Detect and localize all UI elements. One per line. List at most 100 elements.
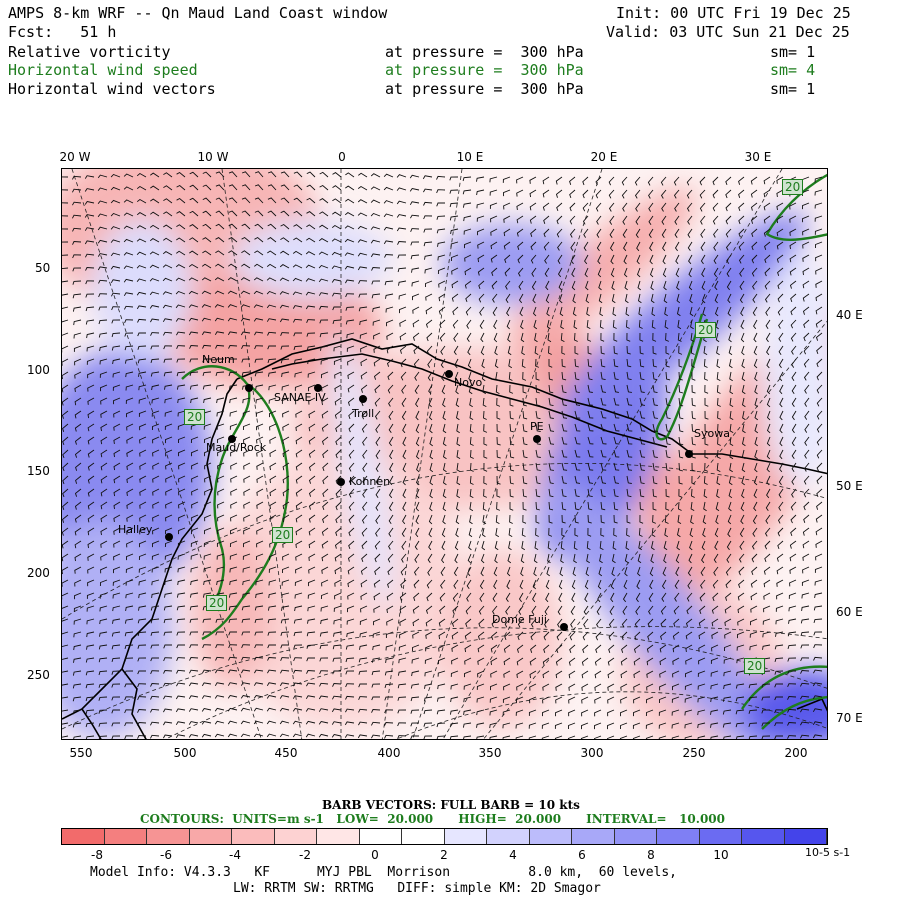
wind-barb [163, 734, 173, 739]
wind-barb [531, 280, 537, 291]
wind-barb [489, 189, 498, 196]
wind-barb [761, 696, 771, 701]
wind-barb [371, 709, 381, 713]
wind-barb [697, 735, 706, 739]
wind-barb [587, 514, 592, 524]
wind-barb [165, 449, 173, 457]
wind-barb [725, 176, 732, 186]
wind-barb [639, 436, 646, 445]
wind-barb [814, 592, 823, 598]
wind-barb [611, 280, 615, 291]
wind-barb [396, 227, 407, 232]
wind-barb [652, 462, 658, 472]
left-axis-tick: 100 [27, 363, 50, 377]
wind-barb [727, 293, 732, 304]
wind-barb [465, 605, 472, 615]
wind-barb [776, 176, 784, 184]
wind-barb [724, 631, 732, 639]
wind-barb [201, 733, 212, 738]
wind-barb [674, 241, 680, 252]
wind-barb [138, 579, 147, 586]
wind-barb [802, 566, 810, 574]
wind-barb [73, 657, 82, 663]
wind-barb [334, 397, 342, 406]
wind-barb [648, 605, 654, 615]
wind-barb [375, 423, 381, 433]
wind-barb [320, 618, 329, 625]
wind-barb [241, 250, 251, 256]
wind-barb [111, 292, 121, 297]
wind-barb [664, 319, 669, 329]
vorticity-map[interactable]: Neum SANAE IV Troll Novo PE Syowa Kohnen… [61, 168, 828, 740]
wind-barb [163, 371, 173, 377]
wind-barb [530, 228, 537, 237]
wind-barb [813, 656, 823, 661]
wind-barb [203, 423, 212, 430]
wind-barb [677, 319, 682, 330]
wind-barb [62, 579, 69, 587]
wind-barb [815, 280, 823, 288]
wind-barb [496, 449, 501, 459]
wind-barb [254, 605, 264, 611]
wind-barb [625, 306, 630, 317]
wind-barb [522, 384, 527, 394]
wind-barb [712, 215, 719, 225]
wind-barb [613, 527, 618, 537]
wind-barb [791, 371, 797, 381]
wind-barb [465, 293, 472, 303]
wind-barb [62, 683, 69, 686]
wind-barb [599, 306, 604, 317]
wind-barb [517, 631, 524, 641]
wind-barb [698, 657, 706, 665]
wind-barb [112, 618, 121, 624]
wind-barb [374, 397, 381, 407]
wind-barb [428, 384, 433, 395]
wind-barb [335, 436, 342, 446]
wind-barb [690, 332, 695, 342]
wind-barb [176, 618, 186, 624]
wind-barb [269, 423, 277, 431]
wind-barb [308, 410, 316, 419]
wind-barb [505, 605, 511, 615]
wind-barb [803, 332, 810, 342]
wind-barb [652, 423, 658, 432]
wind-barb [307, 605, 316, 612]
wind-barb [335, 423, 342, 432]
wind-barb [190, 566, 199, 573]
wind-barb [230, 475, 238, 483]
wind-barb [294, 371, 303, 378]
wind-barb [556, 644, 563, 654]
wind-barb [228, 236, 238, 243]
wind-barb [462, 202, 472, 208]
wind-barb [383, 186, 394, 191]
wind-barb [189, 657, 199, 661]
wind-barb [322, 501, 329, 511]
wind-barb [415, 397, 420, 408]
wind-barb [267, 210, 277, 217]
wind-barb [137, 657, 147, 662]
wind-barb [583, 241, 589, 251]
wind-barb [124, 358, 134, 364]
wind-barb [560, 553, 564, 564]
wind-barb [613, 345, 618, 355]
wind-barb [293, 197, 303, 204]
wind-barb [671, 696, 680, 703]
wind-barb [331, 238, 342, 243]
wind-barb [295, 527, 303, 536]
wind-barb [295, 566, 303, 574]
wind-barb [561, 358, 566, 368]
wind-barb [384, 734, 394, 739]
wind-barb [62, 527, 69, 536]
wind-barb [726, 553, 732, 563]
wind-barb [574, 462, 581, 471]
wind-barb [202, 210, 212, 217]
wind-barb [253, 720, 264, 725]
wind-barb [765, 514, 771, 524]
wind-barb [532, 306, 537, 317]
wind-barb [425, 319, 433, 328]
wind-barb [362, 488, 368, 498]
wind-barb [804, 436, 810, 446]
wind-barb [800, 734, 810, 739]
wind-barb [306, 682, 316, 687]
wind-barb [600, 371, 606, 381]
